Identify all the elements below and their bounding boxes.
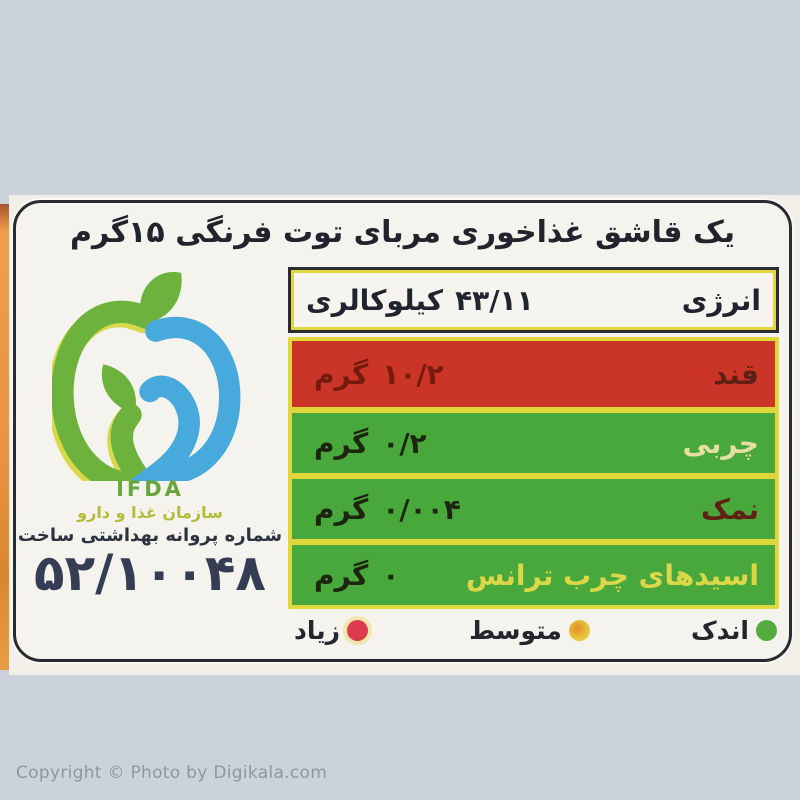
yellow-dot-icon [568, 619, 590, 641]
trans-fat-unit: گرم [314, 558, 369, 592]
salt-unit: گرم [314, 492, 369, 526]
ifda-apple-logo-icon [47, 269, 248, 499]
energy-name: انرژی [681, 283, 761, 317]
salt-name: نمک [701, 492, 759, 526]
serving-size-line: یک قاشق غذاخوری مربای توت فرنگی ۱۵گرم [70, 214, 735, 250]
red-dot-icon [347, 619, 368, 641]
row-separator [292, 473, 775, 479]
fat-value: ۰/۲ [382, 426, 427, 460]
fat-unit: گرم [314, 426, 369, 460]
salt-value: ۰/۰۰۴ [382, 492, 461, 526]
row-separator [292, 539, 775, 545]
ifda-acronym: IFDA [116, 477, 184, 501]
green-dot-icon [756, 619, 777, 641]
trans-fat-row: اسیدهای چرب ترانس ۰ گرم [292, 545, 775, 605]
legend-medium-label: متوسط [469, 615, 562, 645]
legend-high: زیاد [294, 616, 368, 645]
legend-medium: متوسط [469, 616, 590, 645]
authority-block: IFDA سازمان غذا و دارو شماره پروانه بهدا… [16, 261, 284, 659]
nutrition-label: یک قاشق غذاخوری مربای توت فرنگی ۱۵گرم [13, 200, 792, 662]
row-separator [292, 407, 775, 413]
traffic-light-legend: اندک متوسط زیاد [288, 609, 779, 649]
food-drug-org-name: سازمان غذا و دارو [77, 503, 223, 522]
trans-fat-name: اسیدهای چرب ترانس [465, 558, 759, 592]
salt-row: نمک ۰/۰۰۴ گرم [292, 479, 775, 539]
license-number: ۵۲/۱۰۰۴۸ [34, 544, 266, 602]
label-body: IFDA سازمان غذا و دارو شماره پروانه بهدا… [16, 261, 789, 659]
energy-value: ۴۳/۱۱ [455, 283, 534, 317]
legend-low: اندک [691, 616, 777, 645]
sugar-value: ۱۰/۲ [382, 357, 444, 391]
legend-low-label: اندک [691, 615, 749, 645]
nutrition-table: انرژی ۴۳/۱۱ کیلوکالری قند ۱۰/۲ گرم [284, 261, 789, 659]
adjacent-packaging-edge [0, 204, 9, 670]
fat-name: چربی [682, 426, 759, 460]
sugar-unit: گرم [314, 357, 369, 391]
traffic-light-bands: قند ۱۰/۲ گرم چربی ۰/۲ گرم [288, 337, 779, 609]
fat-row: چربی ۰/۲ گرم [292, 413, 775, 473]
watermark-copyright: Copyright © Photo by Digikala.com [16, 763, 328, 783]
license-caption: شماره پروانه بهداشتی ساخت [17, 525, 283, 546]
energy-unit: کیلوکالری [306, 283, 444, 317]
trans-fat-value: ۰ [382, 558, 400, 592]
legend-high-label: زیاد [294, 615, 340, 645]
sugar-row: قند ۱۰/۲ گرم [292, 341, 775, 407]
energy-row: انرژی ۴۳/۱۱ کیلوکالری [288, 267, 779, 333]
sugar-name: قند [713, 357, 759, 391]
